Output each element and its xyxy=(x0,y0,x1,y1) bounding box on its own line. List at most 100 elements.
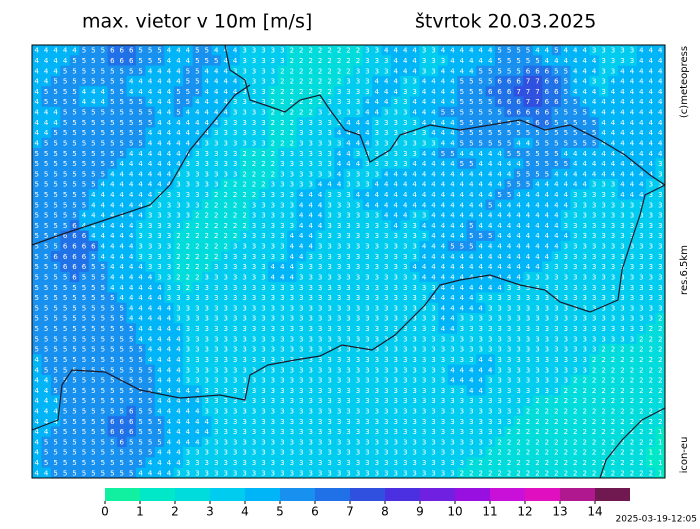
wind-value: 4 xyxy=(497,150,502,158)
wind-cell xyxy=(542,75,552,87)
wind-cell xyxy=(409,75,420,87)
wind-cell xyxy=(447,158,458,170)
wind-cell xyxy=(561,364,571,376)
wind-cell xyxy=(570,137,581,149)
wind-cell xyxy=(646,106,656,118)
wind-value: 4 xyxy=(460,294,465,302)
wind-value: 3 xyxy=(403,263,407,271)
wind-cell xyxy=(353,271,363,283)
wind-value: 3 xyxy=(242,315,246,323)
wind-cell xyxy=(145,220,156,231)
wind-value: 3 xyxy=(186,212,190,220)
wind-cell xyxy=(627,354,637,365)
wind-value: 4 xyxy=(649,88,654,96)
wind-value: 5 xyxy=(72,181,76,189)
wind-value: 3 xyxy=(233,315,237,323)
wind-value: 3 xyxy=(365,232,369,240)
wind-value: 5 xyxy=(535,160,539,168)
wind-cell xyxy=(315,189,326,200)
wind-cell xyxy=(362,199,373,211)
wind-value: 4 xyxy=(148,88,153,96)
wind-cell xyxy=(117,313,127,324)
wind-cell xyxy=(428,199,439,211)
wind-value: 3 xyxy=(365,335,369,343)
wind-value: 3 xyxy=(630,47,634,55)
wind-value: 4 xyxy=(639,119,644,127)
wind-cell xyxy=(608,282,619,293)
wind-cell xyxy=(249,106,260,118)
wind-cell xyxy=(164,127,175,139)
wind-value: 3 xyxy=(564,222,568,230)
wind-cell xyxy=(230,168,241,180)
wind-cell xyxy=(419,96,430,108)
wind-value: 4 xyxy=(582,88,587,96)
wind-value: 3 xyxy=(337,212,341,220)
wind-value: 3 xyxy=(233,170,237,178)
wind-cell xyxy=(117,364,127,376)
wind-cell xyxy=(183,65,193,77)
wind-cell xyxy=(239,323,250,334)
wind-cell xyxy=(268,385,278,396)
wind-value: 2 xyxy=(327,78,331,86)
wind-value: 3 xyxy=(611,181,615,189)
wind-cell xyxy=(126,302,137,314)
wind-value: 4 xyxy=(658,67,663,75)
wind-value: 3 xyxy=(394,129,398,137)
wind-value: 5 xyxy=(129,325,133,333)
wind-value: 3 xyxy=(290,212,294,220)
wind-cell xyxy=(589,343,600,355)
wind-cell xyxy=(400,220,411,231)
wind-cell xyxy=(258,55,269,66)
wind-value: 2 xyxy=(308,67,312,75)
wind-cell xyxy=(513,323,524,334)
wind-cell xyxy=(561,209,571,221)
wind-value: 5 xyxy=(44,294,48,302)
wind-value: 5 xyxy=(469,119,473,127)
wind-value: 3 xyxy=(365,294,369,302)
wind-cell xyxy=(287,333,297,345)
wind-cell xyxy=(608,292,619,304)
wind-cell xyxy=(277,86,288,97)
wind-value: 3 xyxy=(431,356,435,364)
wind-cell xyxy=(32,96,42,108)
wind-value: 6 xyxy=(129,57,134,65)
wind-value: 3 xyxy=(327,160,331,168)
wind-cell xyxy=(268,436,278,448)
wind-cell xyxy=(220,416,231,427)
wind-cell xyxy=(561,292,571,304)
wind-value: 4 xyxy=(403,191,408,199)
wind-value: 3 xyxy=(516,356,520,364)
wind-cell xyxy=(362,96,373,108)
wind-cell xyxy=(258,96,269,108)
wind-value: 3 xyxy=(601,78,605,86)
wind-value: 3 xyxy=(630,294,634,302)
wind-cell xyxy=(192,148,203,159)
wind-value: 5 xyxy=(554,160,558,168)
wind-cell xyxy=(268,261,278,273)
wind-value: 3 xyxy=(365,315,369,323)
wind-cell xyxy=(551,45,562,56)
wind-cell xyxy=(428,302,439,314)
wind-cell xyxy=(334,55,345,66)
wind-value: 3 xyxy=(223,304,227,312)
wind-cell xyxy=(343,416,354,427)
wind-cell xyxy=(334,354,345,365)
wind-value: 4 xyxy=(469,304,474,312)
wind-value: 4 xyxy=(214,98,219,106)
wind-cell xyxy=(192,261,203,273)
wind-value: 4 xyxy=(431,201,436,209)
wind-value: 3 xyxy=(195,181,199,189)
wind-cell xyxy=(655,323,666,334)
wind-cell xyxy=(400,302,411,314)
wind-value: 3 xyxy=(252,222,256,230)
wind-value: 4 xyxy=(299,222,304,230)
wind-cell xyxy=(145,374,156,386)
wind-cell xyxy=(523,261,534,273)
wind-value: 3 xyxy=(327,150,331,158)
wind-value: 4 xyxy=(469,67,474,75)
wind-value: 5 xyxy=(479,98,483,106)
title: max. vietor v 10m [m/s] xyxy=(82,11,312,33)
wind-cell xyxy=(542,302,552,314)
wind-value: 3 xyxy=(205,139,209,147)
wind-value: 3 xyxy=(233,129,237,137)
